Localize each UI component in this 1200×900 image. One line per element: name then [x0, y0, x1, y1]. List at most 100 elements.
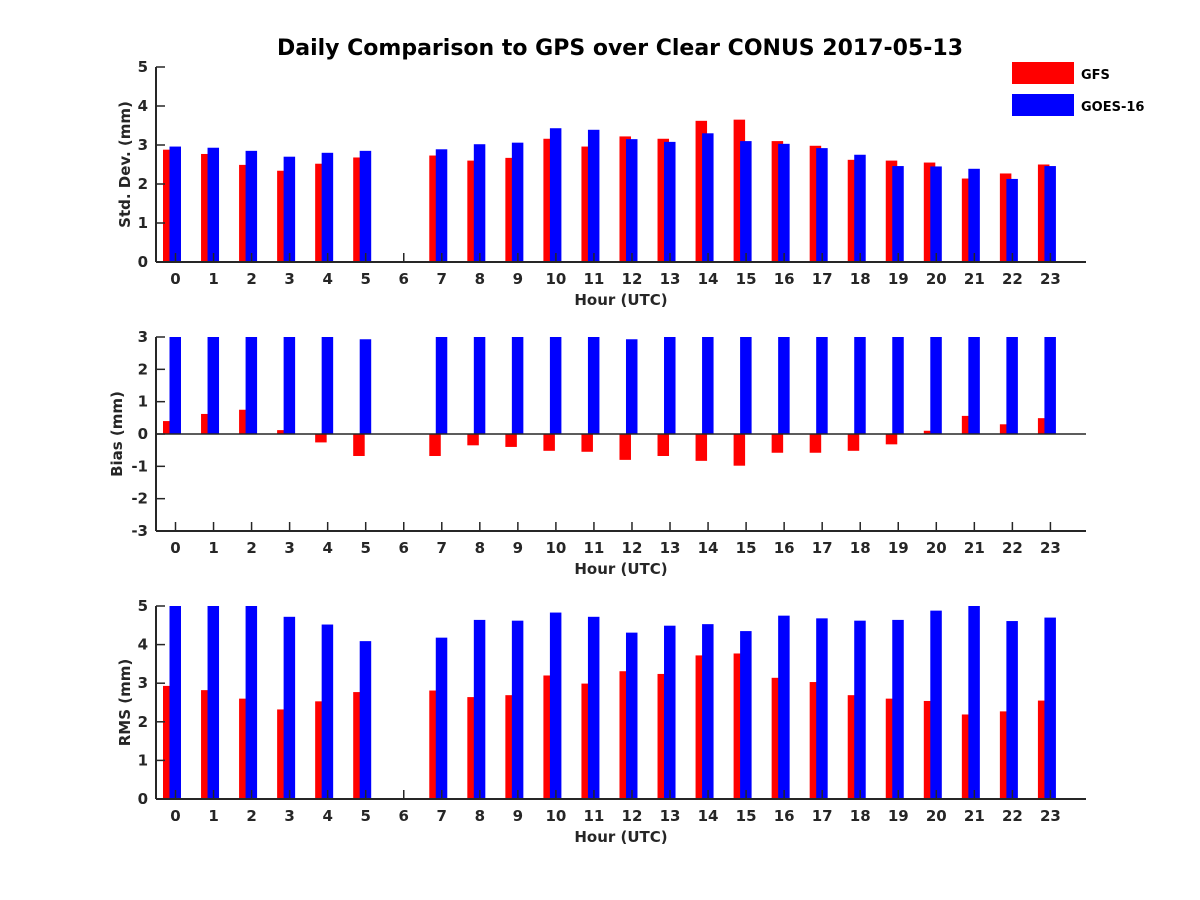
bar-std-dev-goes16-hour-11: [587, 129, 600, 262]
bar-rms-goes16-hour-11: [587, 616, 600, 799]
bar-bias-gfs-hour-1: [201, 413, 213, 434]
bar-rms-goes16-hour-19: [892, 619, 904, 799]
bar-std-dev-goes16-hour-2: [245, 150, 258, 262]
x-tick-label: 20: [926, 539, 947, 557]
bar-std-dev-gfs-hour-3: [277, 170, 289, 262]
x-tick-label: 17: [812, 807, 833, 825]
x-tick-label: 5: [360, 539, 370, 557]
x-tick-label: 10: [545, 270, 566, 288]
bar-rms-goes16-hour-21: [968, 606, 980, 799]
bar-bias-goes16-hour-0: [169, 337, 181, 434]
bar-std-dev-gfs-hour-12: [619, 136, 631, 262]
x-tick-label: 20: [926, 807, 947, 825]
bar-std-dev-gfs-hour-20: [923, 162, 936, 262]
y-tick-label: 0: [138, 253, 148, 271]
x-tick-label: 21: [964, 807, 985, 825]
y-tick-label: 3: [138, 136, 148, 154]
bar-std-dev-gfs-hour-7: [429, 155, 441, 262]
x-axis-label: Hour (UTC): [574, 291, 667, 309]
bar-bias-goes16-hour-17: [816, 337, 828, 434]
bar-std-dev-goes16-hour-7: [435, 149, 448, 262]
bar-bias-goes16-hour-16: [778, 337, 790, 434]
x-tick-label: 7: [437, 270, 447, 288]
x-tick-label: 5: [360, 270, 370, 288]
bar-rms-goes16-hour-14: [702, 624, 714, 799]
bar-bias-goes16-hour-15: [740, 337, 752, 434]
bar-std-dev-goes16-hour-3: [283, 156, 296, 262]
bar-rms-gfs-hour-11: [581, 683, 593, 799]
bar-rms-gfs-hour-0: [163, 685, 175, 799]
x-tick-label: 2: [246, 807, 256, 825]
bar-bias-goes16-hour-20: [930, 337, 942, 434]
x-tick-label: 2: [246, 539, 256, 557]
bar-std-dev-goes16-hour-13: [664, 141, 676, 262]
bar-bias-gfs-hour-4: [315, 434, 327, 443]
bar-std-dev-gfs-hour-23: [1037, 164, 1050, 262]
bar-std-dev-gfs-hour-1: [201, 153, 213, 262]
y-tick-label: 2: [138, 175, 148, 193]
x-tick-label: 4: [322, 270, 332, 288]
bar-bias-gfs-hour-20: [923, 430, 936, 434]
x-tick-label: 8: [475, 270, 485, 288]
x-tick-label: 15: [736, 270, 757, 288]
x-tick-label: 11: [584, 539, 605, 557]
bar-rms-goes16-hour-4: [321, 624, 334, 799]
y-axis-label: Bias (mm): [108, 391, 126, 477]
x-tick-label: 13: [660, 539, 681, 557]
bar-std-dev-gfs-hour-14: [695, 120, 708, 262]
bar-std-dev-gfs-hour-4: [315, 163, 327, 262]
x-tick-label: 18: [850, 539, 871, 557]
y-tick-label: 5: [138, 597, 148, 615]
bar-rms-gfs-hour-1: [201, 690, 213, 799]
bar-std-dev-goes16-hour-9: [511, 142, 524, 262]
bar-rms-goes16-hour-17: [816, 618, 828, 799]
y-tick-label: 0: [138, 790, 148, 808]
bar-rms-gfs-hour-18: [847, 695, 860, 799]
bar-bias-goes16-hour-5: [359, 339, 372, 434]
x-tick-label: 2: [246, 270, 256, 288]
bar-rms-gfs-hour-13: [657, 673, 670, 799]
bar-bias-gfs-hour-14: [695, 434, 708, 461]
bar-bias-goes16-hour-12: [625, 339, 638, 434]
bar-bias-goes16-hour-3: [283, 337, 296, 434]
x-tick-label: 14: [698, 270, 719, 288]
bar-rms-gfs-hour-8: [467, 697, 479, 799]
bar-std-dev-goes16-hour-19: [892, 166, 904, 262]
bar-rms-goes16-hour-7: [435, 637, 448, 799]
bar-rms-goes16-hour-15: [740, 631, 752, 799]
y-tick-label: 4: [138, 97, 148, 115]
bar-rms-gfs-hour-14: [695, 655, 708, 799]
bar-bias-gfs-hour-18: [847, 434, 860, 451]
y-tick-label: -1: [131, 457, 148, 475]
bar-rms-goes16-hour-22: [1006, 621, 1018, 799]
bar-bias-gfs-hour-11: [581, 434, 593, 452]
x-tick-label: 16: [774, 270, 795, 288]
chart-title: Daily Comparison to GPS over Clear CONUS…: [277, 36, 963, 61]
bar-rms-gfs-hour-17: [809, 682, 822, 799]
x-tick-label: 9: [513, 270, 523, 288]
x-tick-label: 4: [322, 807, 332, 825]
bar-rms-gfs-hour-23: [1037, 700, 1050, 799]
bar-std-dev-goes16-hour-0: [169, 146, 181, 262]
bar-bias-goes16-hour-18: [854, 337, 866, 434]
x-tick-label: 22: [1002, 807, 1023, 825]
x-tick-label: 15: [736, 807, 757, 825]
x-tick-label: 4: [322, 539, 332, 557]
bar-rms-gfs-hour-4: [315, 701, 327, 799]
bar-std-dev-goes16-hour-20: [930, 166, 942, 262]
x-tick-label: 19: [888, 807, 909, 825]
bar-std-dev-gfs-hour-17: [809, 145, 822, 262]
x-tick-label: 23: [1040, 807, 1061, 825]
x-tick-label: 1: [208, 270, 218, 288]
bar-bias-goes16-hour-22: [1006, 337, 1018, 434]
x-tick-label: 6: [399, 539, 409, 557]
x-tick-label: 14: [698, 807, 719, 825]
x-tick-label: 11: [584, 270, 605, 288]
bar-bias-gfs-hour-9: [505, 434, 517, 447]
x-tick-label: 15: [736, 539, 757, 557]
y-axis-label: RMS (mm): [116, 659, 134, 746]
bar-bias-gfs-hour-16: [771, 434, 784, 453]
